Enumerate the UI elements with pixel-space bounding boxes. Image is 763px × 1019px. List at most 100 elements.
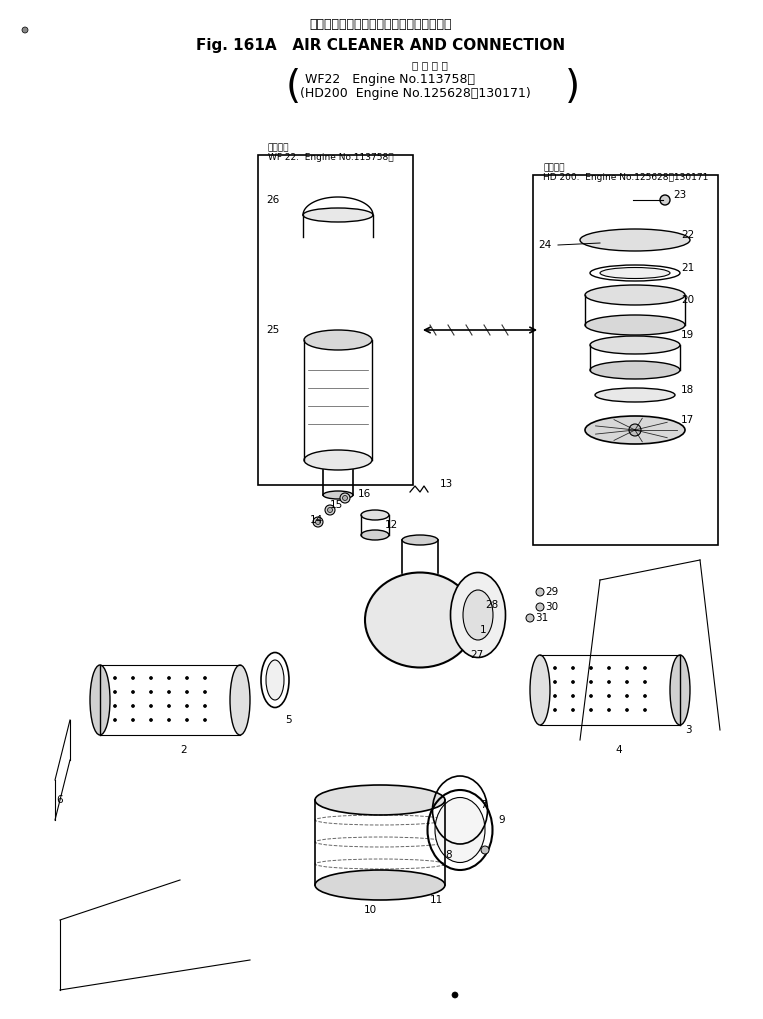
Ellipse shape bbox=[585, 285, 685, 305]
Circle shape bbox=[185, 718, 188, 721]
Text: WF 22.  Engine No.113758～: WF 22. Engine No.113758～ bbox=[268, 153, 394, 162]
Text: 21: 21 bbox=[681, 263, 694, 273]
Circle shape bbox=[643, 666, 646, 669]
Ellipse shape bbox=[595, 388, 675, 403]
Circle shape bbox=[607, 666, 610, 669]
Text: 4: 4 bbox=[615, 745, 622, 755]
Circle shape bbox=[553, 695, 556, 697]
Circle shape bbox=[204, 677, 207, 680]
Circle shape bbox=[204, 704, 207, 707]
Text: 11: 11 bbox=[430, 895, 443, 905]
Circle shape bbox=[315, 520, 320, 525]
Circle shape bbox=[313, 517, 323, 527]
Circle shape bbox=[131, 718, 134, 721]
Circle shape bbox=[327, 507, 333, 513]
Ellipse shape bbox=[304, 450, 372, 470]
Text: 適用号機: 適用号機 bbox=[268, 143, 289, 152]
Text: 2: 2 bbox=[180, 745, 187, 755]
Ellipse shape bbox=[304, 330, 372, 350]
Circle shape bbox=[204, 691, 207, 694]
Circle shape bbox=[590, 708, 593, 711]
Text: 3: 3 bbox=[685, 725, 691, 735]
Circle shape bbox=[536, 588, 544, 596]
Circle shape bbox=[185, 691, 188, 694]
Text: 19: 19 bbox=[681, 330, 694, 340]
Text: 7: 7 bbox=[480, 800, 487, 810]
Circle shape bbox=[114, 677, 117, 680]
Circle shape bbox=[185, 704, 188, 707]
Circle shape bbox=[553, 666, 556, 669]
Text: 1: 1 bbox=[480, 625, 487, 635]
Text: 27: 27 bbox=[470, 650, 483, 660]
Text: 15: 15 bbox=[330, 500, 343, 510]
Circle shape bbox=[168, 704, 170, 707]
Ellipse shape bbox=[402, 535, 438, 545]
Ellipse shape bbox=[361, 510, 389, 520]
Circle shape bbox=[571, 695, 575, 697]
Circle shape bbox=[168, 677, 170, 680]
Ellipse shape bbox=[530, 655, 550, 725]
Text: Fig. 161A   AIR CLEANER AND CONNECTION: Fig. 161A AIR CLEANER AND CONNECTION bbox=[196, 38, 565, 53]
Circle shape bbox=[629, 424, 641, 436]
Circle shape bbox=[204, 718, 207, 721]
Circle shape bbox=[168, 691, 170, 694]
Text: 20: 20 bbox=[681, 294, 694, 305]
Circle shape bbox=[114, 691, 117, 694]
Ellipse shape bbox=[323, 491, 353, 499]
Text: 適用号機: 適用号機 bbox=[543, 163, 565, 172]
Circle shape bbox=[553, 708, 556, 711]
Circle shape bbox=[536, 603, 544, 611]
Text: 5: 5 bbox=[285, 715, 291, 725]
Text: 10: 10 bbox=[363, 905, 377, 915]
Text: 14: 14 bbox=[310, 515, 324, 525]
Text: 22: 22 bbox=[681, 230, 694, 240]
Ellipse shape bbox=[230, 665, 250, 735]
Ellipse shape bbox=[303, 208, 373, 222]
Text: 25: 25 bbox=[266, 325, 279, 335]
Circle shape bbox=[343, 495, 347, 500]
Circle shape bbox=[185, 677, 188, 680]
Circle shape bbox=[626, 681, 629, 684]
Ellipse shape bbox=[365, 573, 475, 667]
Text: WF22   Engine No.113758～: WF22 Engine No.113758～ bbox=[305, 73, 475, 86]
Text: 13: 13 bbox=[440, 479, 453, 489]
Circle shape bbox=[325, 505, 335, 515]
Circle shape bbox=[150, 704, 153, 707]
Circle shape bbox=[626, 666, 629, 669]
Circle shape bbox=[626, 708, 629, 711]
Circle shape bbox=[643, 695, 646, 697]
Text: 24: 24 bbox=[538, 240, 551, 250]
Text: 31: 31 bbox=[535, 613, 549, 623]
Ellipse shape bbox=[670, 655, 690, 725]
Ellipse shape bbox=[463, 590, 493, 640]
Text: 適 用 号 機: 適 用 号 機 bbox=[412, 60, 448, 70]
Circle shape bbox=[150, 691, 153, 694]
Circle shape bbox=[340, 493, 350, 503]
Bar bbox=[533, 175, 718, 545]
Circle shape bbox=[643, 681, 646, 684]
Text: エアー　クリーナ　および　コネクション: エアー クリーナ および コネクション bbox=[310, 18, 452, 31]
Text: 23: 23 bbox=[673, 190, 686, 200]
Ellipse shape bbox=[450, 573, 506, 657]
Ellipse shape bbox=[590, 336, 680, 354]
Ellipse shape bbox=[90, 665, 110, 735]
Ellipse shape bbox=[435, 798, 485, 862]
Circle shape bbox=[571, 708, 575, 711]
Ellipse shape bbox=[585, 416, 685, 444]
Circle shape bbox=[607, 695, 610, 697]
Text: 9: 9 bbox=[498, 815, 504, 825]
Text: (HD200  Engine No.125628～130171): (HD200 Engine No.125628～130171) bbox=[300, 87, 531, 100]
Circle shape bbox=[553, 681, 556, 684]
Circle shape bbox=[643, 708, 646, 711]
Text: ): ) bbox=[565, 68, 580, 106]
Ellipse shape bbox=[361, 530, 389, 540]
Text: (: ( bbox=[285, 68, 301, 106]
Ellipse shape bbox=[585, 315, 685, 335]
Text: 12: 12 bbox=[385, 520, 398, 530]
Text: 30: 30 bbox=[545, 602, 558, 612]
Ellipse shape bbox=[315, 870, 445, 900]
Circle shape bbox=[131, 677, 134, 680]
Circle shape bbox=[114, 718, 117, 721]
Text: 16: 16 bbox=[358, 489, 372, 499]
Ellipse shape bbox=[590, 361, 680, 379]
